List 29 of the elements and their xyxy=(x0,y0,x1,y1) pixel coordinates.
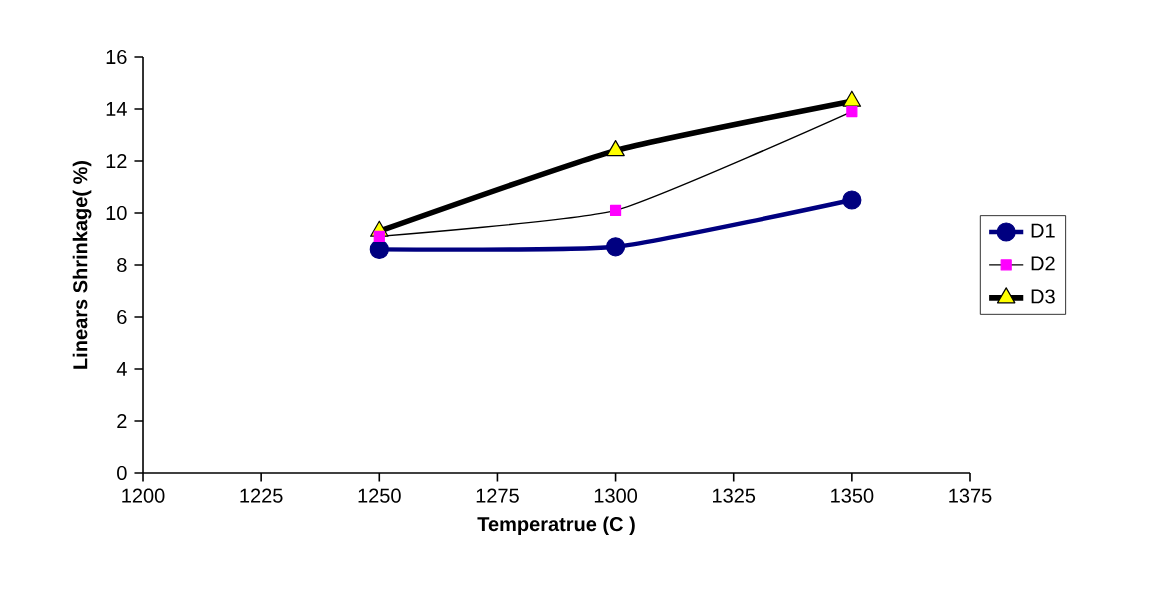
point xyxy=(606,139,625,157)
point xyxy=(369,239,389,259)
point xyxy=(842,90,862,107)
y-tick-label: 0 xyxy=(117,465,127,481)
y-tick-label: 14 xyxy=(106,102,127,116)
y-tick-label: 8 xyxy=(117,257,127,273)
y-axis-title: Linears Shrinkage( %) xyxy=(72,160,92,369)
legend-label: D3 xyxy=(1031,289,1055,304)
x-tick-label: 1275 xyxy=(476,488,519,503)
x-tick-label: 1325 xyxy=(713,488,756,503)
x-axis-title: Temperatrue (C ) xyxy=(477,516,635,536)
y-tick-label: 16 xyxy=(106,49,127,65)
y-tick-label: 4 xyxy=(116,362,127,376)
point xyxy=(373,230,385,242)
y-tick-label: 6 xyxy=(117,309,127,325)
point xyxy=(842,190,862,210)
x-tick-label: 1350 xyxy=(831,488,874,503)
y-tick-label: 10 xyxy=(106,205,127,221)
x-tick-label: 1300 xyxy=(594,488,638,503)
y-tick-label: 2 xyxy=(117,414,127,428)
legend-label: D2 xyxy=(1031,256,1055,271)
x-tick-label: 1250 xyxy=(358,488,401,503)
x-tick-label: 1200 xyxy=(122,488,165,503)
legend-label: D1 xyxy=(1031,223,1055,238)
point xyxy=(605,237,626,257)
x-tick-label: 1375 xyxy=(949,488,992,503)
point xyxy=(609,204,622,216)
y-tick-label: 12 xyxy=(106,154,127,168)
x-tick-label: 1225 xyxy=(240,488,283,503)
